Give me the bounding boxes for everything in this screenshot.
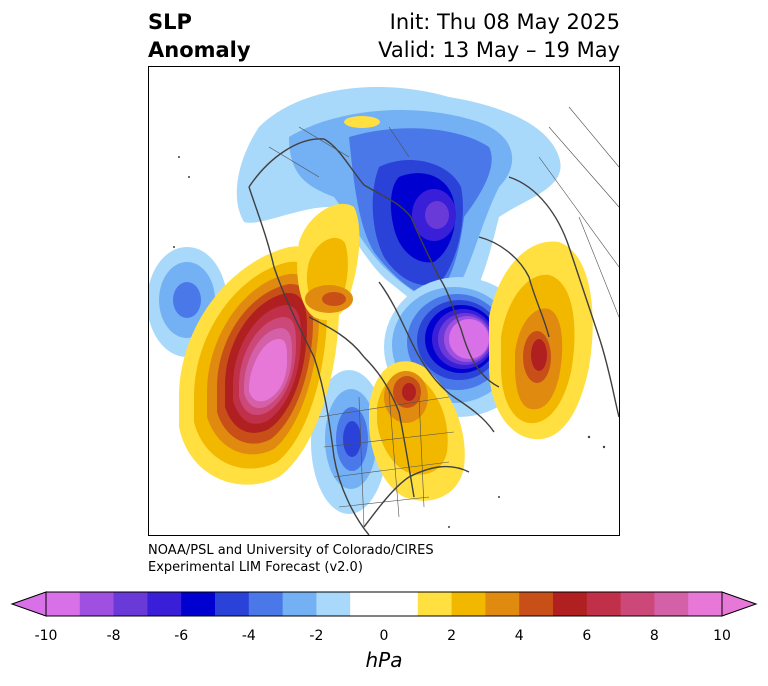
forecast-dates: Init: Thu 08 May 2025 Valid: 13 May – 19…	[378, 8, 620, 64]
colorbar-tick-label: -6	[174, 628, 189, 644]
colorbar-tick-label: -10	[34, 628, 58, 644]
colorbar-tick-label: 2	[447, 628, 457, 644]
colorbar-segment	[688, 592, 723, 616]
colorbar-tick-label: 0	[379, 628, 389, 644]
colorbar-segment	[519, 592, 554, 616]
colorbar-tick-label: 4	[514, 628, 524, 644]
colorbar-tick-label: 10	[713, 628, 731, 644]
colorbar-segment	[417, 592, 453, 616]
colorbar-unit: hPa	[365, 648, 403, 672]
colorbar-tick-label: -8	[106, 628, 121, 644]
colorbar-tick-label: -2	[309, 628, 324, 644]
positive-anomaly-arctic-small	[344, 116, 380, 128]
colorbar-segment	[485, 592, 520, 616]
title-variable: SLP	[148, 10, 192, 34]
colorbar-tick-label: -4	[241, 628, 256, 644]
colorbar-extend-max	[721, 591, 758, 617]
colorbar-segment	[553, 592, 588, 616]
colorbar-segment	[248, 592, 284, 616]
colorbar-segment	[451, 592, 486, 616]
colorbar-segment	[46, 592, 81, 616]
colorbar-tick-label: 6	[582, 628, 592, 644]
colorbar-segment	[147, 592, 182, 616]
negative-anomaly-arctic	[236, 87, 561, 319]
colorbar-segment	[316, 592, 351, 616]
colorbar-segment	[654, 592, 689, 616]
colorbar-extend-min	[10, 591, 47, 617]
colorbar-segment	[620, 592, 655, 616]
map-canvas	[149, 87, 619, 535]
colorbar-ticks: -10 -8 -6 -4 -2 0 2 4 6 8 10	[0, 628, 768, 648]
colorbar-tick-label: 8	[649, 628, 659, 644]
borders	[268, 106, 619, 528]
credit-product: Experimental LIM Forecast (v2.0)	[148, 560, 363, 575]
credit: NOAA/PSL and University of Colorado/CIRE…	[148, 542, 434, 576]
colorbar-segment	[282, 592, 317, 616]
coastlines	[248, 138, 619, 535]
colorbar-segment	[215, 592, 250, 616]
positive-anomaly-east-north-america	[369, 361, 465, 501]
colorbar-segment	[79, 592, 115, 616]
colorbar	[10, 591, 758, 617]
credit-institution: NOAA/PSL and University of Colorado/CIRE…	[148, 543, 434, 558]
colorbar-segment	[384, 592, 419, 616]
title-variable-type: Anomaly	[148, 38, 251, 62]
positive-anomaly-east-asia	[297, 203, 360, 321]
valid-period: Valid: 13 May – 19 May	[378, 38, 620, 62]
map-title: SLP Anomaly	[148, 8, 251, 64]
colorbar-segment	[181, 592, 216, 616]
colorbar-segment	[586, 592, 622, 616]
colorbar-segment	[350, 592, 385, 616]
anomaly-map	[148, 66, 620, 536]
islands	[173, 156, 606, 528]
init-date: Init: Thu 08 May 2025	[389, 10, 620, 34]
positive-anomaly-pacific	[179, 246, 339, 485]
positive-anomaly-europe	[489, 241, 593, 440]
colorbar-segment	[113, 592, 148, 616]
